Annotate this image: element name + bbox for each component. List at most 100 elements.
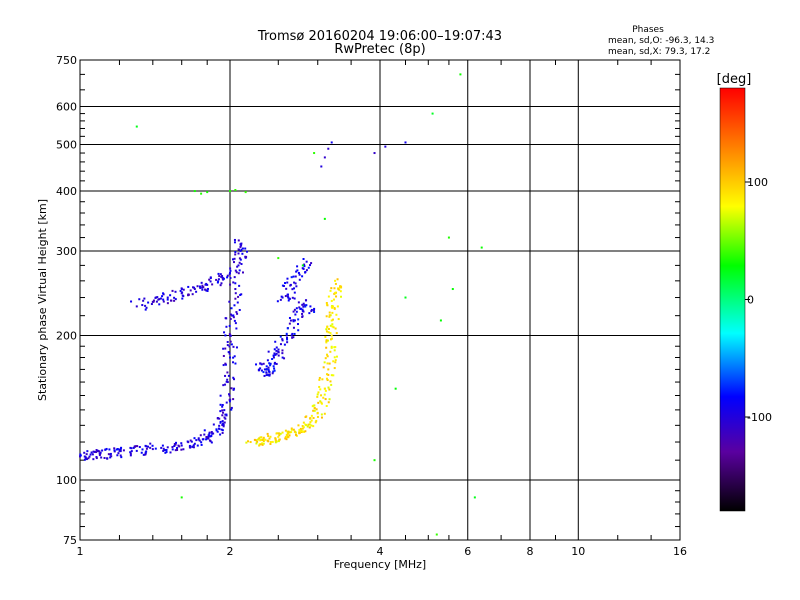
data-point (321, 378, 324, 381)
data-point (221, 277, 224, 280)
data-point (247, 440, 250, 443)
data-point (286, 338, 289, 341)
data-point (161, 295, 164, 298)
data-point (269, 441, 272, 444)
data-point (277, 354, 280, 357)
data-point (302, 302, 305, 305)
data-point (323, 412, 326, 415)
data-point (178, 445, 181, 448)
data-point (298, 306, 301, 309)
data-point (154, 296, 157, 299)
data-point (205, 438, 208, 441)
data-point (141, 448, 144, 451)
data-point (234, 189, 237, 192)
data-point (297, 318, 300, 321)
data-point (95, 451, 98, 454)
chart-subtitle: RwPretec (8p) (334, 42, 425, 57)
data-point (176, 447, 179, 450)
data-point (234, 297, 237, 300)
data-point (232, 361, 235, 364)
data-point (92, 458, 95, 461)
data-point (286, 327, 289, 330)
data-point (325, 330, 328, 333)
data-point (249, 441, 252, 444)
data-point (246, 250, 249, 253)
data-point (138, 298, 141, 301)
data-point (335, 313, 338, 316)
data-point (289, 284, 292, 287)
data-point (264, 438, 267, 441)
data-point (200, 443, 203, 446)
data-point (211, 432, 214, 435)
data-point (110, 455, 113, 458)
data-point (95, 455, 98, 458)
data-point (333, 346, 336, 349)
data-point (201, 286, 204, 289)
data-point (332, 305, 335, 308)
data-point (305, 415, 308, 418)
data-point (310, 424, 313, 427)
data-point (258, 444, 261, 447)
data-point (217, 278, 220, 281)
data-point (221, 409, 224, 412)
data-point (329, 380, 332, 383)
data-point (288, 434, 291, 437)
data-point (332, 298, 335, 301)
data-point (162, 447, 165, 450)
x-tick-label: 4 (377, 545, 384, 558)
data-point (228, 300, 231, 303)
data-point (310, 262, 313, 265)
data-point (262, 371, 265, 374)
data-point (313, 152, 316, 155)
data-point (291, 296, 294, 299)
data-point (315, 419, 318, 422)
data-point (323, 387, 326, 390)
data-point (171, 289, 174, 292)
data-point (91, 453, 94, 456)
data-point (284, 295, 287, 298)
data-point (286, 432, 289, 435)
data-point (188, 444, 191, 447)
data-point (165, 448, 168, 451)
data-point (237, 248, 240, 251)
data-point (293, 430, 296, 433)
data-point (233, 276, 236, 279)
data-point (320, 416, 323, 419)
data-point (281, 356, 284, 359)
data-point (297, 301, 300, 304)
data-point (331, 337, 334, 340)
data-point (328, 362, 331, 365)
data-point (118, 448, 121, 451)
data-point (222, 347, 225, 350)
data-point (309, 417, 312, 420)
data-point (324, 398, 327, 401)
data-point (228, 345, 231, 348)
data-point (334, 359, 337, 362)
data-point (330, 346, 333, 349)
data-point (330, 334, 333, 337)
data-point (320, 394, 323, 397)
data-point (192, 446, 195, 449)
data-point (290, 334, 293, 337)
data-point (473, 496, 476, 499)
data-point (295, 310, 298, 313)
data-point (384, 145, 387, 148)
x-tick-label: 16 (673, 545, 687, 558)
data-point (83, 451, 86, 454)
data-point (330, 287, 333, 290)
data-point (238, 261, 241, 264)
data-point (221, 431, 224, 434)
data-point (330, 383, 333, 386)
data-point (98, 450, 101, 453)
data-point (257, 438, 260, 441)
data-point (333, 367, 336, 370)
data-point (232, 345, 235, 348)
data-point (230, 387, 233, 390)
data-point (288, 322, 291, 325)
data-point (277, 432, 280, 435)
data-point (322, 396, 325, 399)
data-point (181, 294, 184, 297)
data-point (292, 336, 295, 339)
data-point (303, 263, 306, 266)
data-point (228, 398, 231, 401)
